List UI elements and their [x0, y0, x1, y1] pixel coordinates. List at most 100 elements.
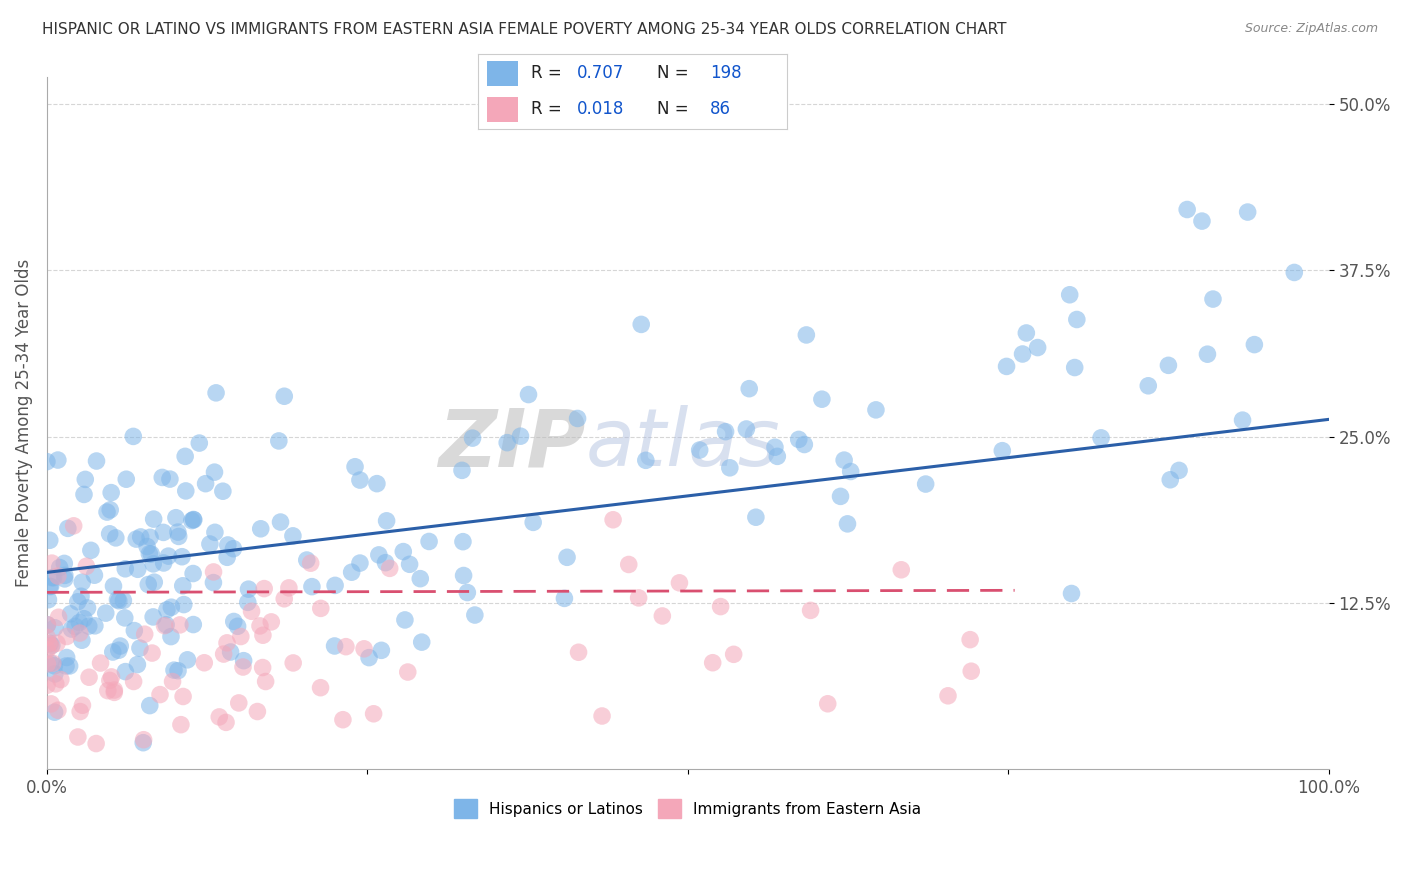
Point: [617, 558, 640, 572]
Point: [668, 575, 690, 590]
Point: [1137, 379, 1160, 393]
Point: [787, 433, 810, 447]
Point: [174, 483, 197, 498]
Point: [335, 640, 357, 654]
Point: [240, 604, 263, 618]
Point: [44, 621, 66, 635]
Point: [122, 429, 145, 443]
Point: [793, 437, 815, 451]
Point: [378, 561, 401, 575]
Legend: Hispanics or Latinos, Immigrants from Eastern Asia: Hispanics or Latinos, Immigrants from Ea…: [449, 793, 928, 824]
Point: [800, 603, 823, 617]
Text: 0.018: 0.018: [576, 100, 624, 118]
Text: 0.707: 0.707: [576, 64, 624, 82]
Point: [959, 632, 981, 647]
Point: [991, 443, 1014, 458]
Point: [591, 709, 613, 723]
Point: [103, 683, 125, 698]
Point: [183, 512, 205, 526]
Point: [183, 513, 205, 527]
Point: [48, 560, 70, 574]
Point: [115, 472, 138, 486]
Point: [340, 565, 363, 579]
Point: [738, 382, 761, 396]
Point: [204, 465, 226, 479]
Text: N =: N =: [658, 64, 695, 82]
Point: [260, 615, 283, 629]
Point: [295, 553, 318, 567]
Point: [167, 529, 190, 543]
Point: [49, 673, 72, 687]
Point: [811, 392, 834, 407]
Point: [125, 532, 148, 546]
Point: [323, 639, 346, 653]
Point: [124, 624, 146, 638]
Point: [1159, 473, 1181, 487]
Point: [567, 645, 589, 659]
Point: [141, 547, 163, 561]
Point: [141, 646, 163, 660]
Point: [55, 630, 77, 644]
Point: [718, 460, 741, 475]
Point: [104, 531, 127, 545]
Point: [44, 658, 66, 673]
Point: [254, 674, 277, 689]
Point: [101, 645, 124, 659]
Point: [174, 450, 197, 464]
Point: [202, 565, 225, 579]
Point: [394, 613, 416, 627]
Point: [1059, 287, 1081, 301]
Point: [461, 431, 484, 445]
Text: 86: 86: [710, 100, 731, 118]
Point: [38, 579, 60, 593]
Point: [122, 674, 145, 689]
Point: [651, 609, 673, 624]
Point: [1243, 337, 1265, 351]
Point: [149, 688, 172, 702]
Point: [157, 549, 180, 563]
Point: [366, 476, 388, 491]
Point: [745, 510, 768, 524]
Point: [152, 556, 174, 570]
Text: R =: R =: [530, 100, 567, 118]
Point: [70, 589, 93, 603]
Point: [281, 529, 304, 543]
Point: [39, 636, 62, 650]
Point: [67, 615, 90, 630]
Text: R =: R =: [530, 64, 567, 82]
Point: [375, 514, 398, 528]
Point: [208, 710, 231, 724]
Point: [370, 643, 392, 657]
Point: [1232, 413, 1254, 427]
Point: [464, 607, 486, 622]
Point: [714, 425, 737, 439]
Point: [53, 557, 76, 571]
Point: [75, 559, 97, 574]
Point: [830, 489, 852, 503]
Point: [53, 572, 76, 586]
Point: [41, 638, 63, 652]
Point: [246, 705, 269, 719]
Point: [107, 593, 129, 607]
Point: [39, 579, 62, 593]
Point: [172, 579, 194, 593]
Point: [215, 636, 238, 650]
Point: [73, 487, 96, 501]
Text: atlas: atlas: [585, 405, 780, 483]
Point: [170, 717, 193, 731]
Point: [100, 485, 122, 500]
Point: [960, 664, 983, 678]
Point: [374, 556, 396, 570]
Point: [215, 715, 238, 730]
Point: [1175, 202, 1198, 217]
Point: [163, 663, 186, 677]
Point: [602, 513, 624, 527]
Point: [70, 575, 93, 590]
Point: [39, 640, 62, 654]
Point: [35, 678, 58, 692]
Point: [72, 698, 94, 713]
Point: [39, 656, 62, 670]
Point: [44, 667, 66, 681]
Point: [169, 618, 191, 632]
Point: [217, 538, 239, 552]
